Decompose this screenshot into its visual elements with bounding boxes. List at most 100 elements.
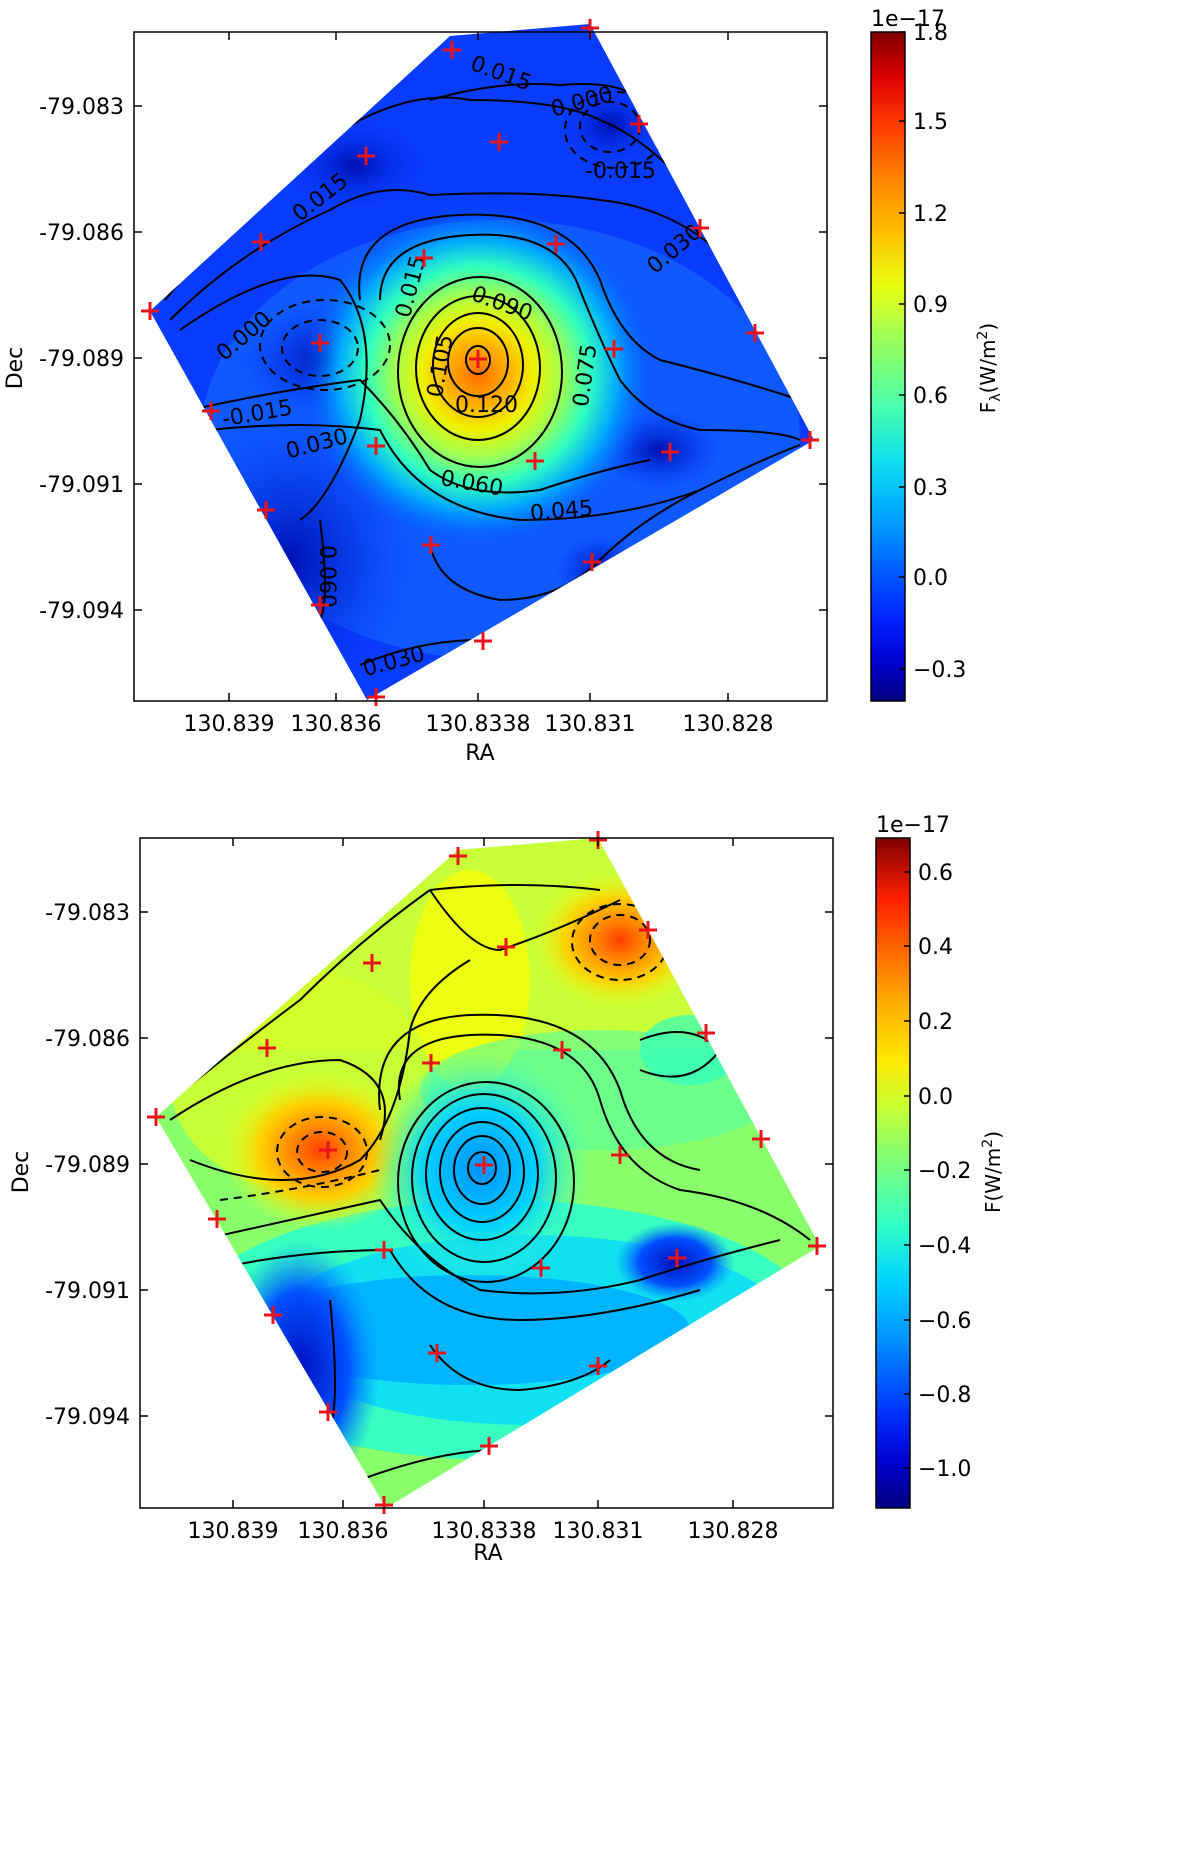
colorbar-tick-label: −0.8 [918, 1383, 971, 1408]
x-tick-label: 130.831 [545, 712, 636, 737]
x-tick-label: 130.8338 [432, 1519, 537, 1544]
x-tick-label: 130.828 [683, 712, 774, 737]
data-marker [661, 443, 679, 461]
colorbar-tick-label: 1.8 [913, 21, 948, 46]
panel-2-x-ticks: 130.839 130.836 130.8338 130.831 130.828 [188, 838, 779, 1544]
data-marker [639, 921, 657, 939]
data-marker [469, 350, 487, 368]
panel-1-colorbar-scale: 1e−17 [871, 7, 945, 32]
contour-label: -0.015 [585, 159, 656, 184]
panel-1-x-label: RA [465, 741, 494, 766]
data-marker [208, 1210, 226, 1228]
data-marker [375, 1241, 393, 1259]
data-marker [808, 1237, 826, 1255]
panel-2-x-label: RA [473, 1541, 502, 1566]
data-marker [697, 1024, 715, 1042]
panel-1: 0.015 0.000 -0.015 0.030 0.015 0.090 0.0… [3, 7, 1004, 766]
panel-2-colorbar-ticks: 0.6 0.4 0.2 0.0 −0.2 −0.4 −0.6 −0.8 −1.0 [904, 861, 971, 1482]
data-marker [630, 115, 648, 133]
data-marker [490, 133, 508, 151]
data-marker [583, 553, 601, 571]
data-marker [319, 1141, 337, 1159]
colorbar-tick-label: 0.2 [918, 1010, 953, 1035]
data-marker [428, 1344, 446, 1362]
colorbar-tick-label: −0.2 [918, 1159, 971, 1184]
panel-1-y-label: Dec [3, 347, 28, 390]
panel-2-colorbar-scale: 1e−17 [876, 813, 950, 838]
data-marker [363, 954, 381, 972]
panel-2-heatmap [156, 838, 820, 1508]
y-tick-label: -79.086 [45, 1027, 130, 1052]
data-marker [589, 1357, 607, 1375]
panel-2-y-ticks: -79.083 -79.086 -79.089 -79.091 -79.094 [45, 901, 833, 1430]
colorbar-tick-label: 0.0 [913, 566, 948, 591]
data-marker [311, 596, 329, 614]
x-tick-label: 130.839 [184, 712, 275, 737]
data-marker [422, 1054, 440, 1072]
data-marker [801, 431, 819, 449]
data-marker [367, 688, 385, 706]
data-marker [141, 302, 159, 320]
data-marker [252, 233, 270, 251]
data-marker [668, 1249, 686, 1267]
y-tick-label: -79.091 [45, 1279, 130, 1304]
data-marker [357, 147, 375, 165]
y-tick-label: -79.083 [45, 901, 130, 926]
panel-1-colorbar [870, 31, 906, 702]
colorbar-tick-label: 0.4 [918, 935, 953, 960]
panel-1-colorbar-ticks: 1.8 1.5 1.2 0.9 0.6 0.3 0.0 −0.3 [899, 21, 966, 683]
x-tick-label: 130.8338 [426, 712, 531, 737]
data-marker [691, 219, 709, 237]
colorbar-tick-label: −0.4 [918, 1234, 971, 1259]
panel-1-markers [141, 19, 819, 706]
data-marker [752, 1130, 770, 1148]
colorbar-tick-label: 0.9 [913, 293, 948, 318]
data-marker [147, 1108, 165, 1126]
contour-label: 0.120 [455, 393, 518, 418]
data-marker [375, 1496, 393, 1514]
x-tick-label: 130.839 [188, 1519, 279, 1544]
x-tick-label: 130.831 [553, 1519, 644, 1544]
y-tick-label: -79.094 [45, 1405, 130, 1430]
panel-2-colorbar-label: F(W/m2) [980, 1131, 1005, 1213]
panel-2: 130.839 130.836 130.8338 130.831 130.828 -79… [9, 813, 1005, 1566]
y-tick-label: -79.094 [39, 599, 124, 624]
data-marker [257, 501, 275, 519]
data-marker [553, 1041, 571, 1059]
colorbar-tick-label: 0.6 [913, 384, 948, 409]
data-marker [311, 334, 329, 352]
x-tick-label: 130.836 [298, 1519, 389, 1544]
colorbar-tick-label: 1.2 [913, 202, 948, 227]
colorbar-tick-label: −0.6 [918, 1309, 971, 1334]
data-marker [258, 1039, 276, 1057]
panel-1-x-ticks: 130.839 130.836 130.8338 130.831 130.828 [184, 32, 774, 737]
panel-2-colorbar [875, 837, 911, 1509]
x-tick-label: 130.828 [688, 1519, 779, 1544]
data-marker [319, 1403, 337, 1421]
data-marker [746, 324, 764, 342]
panel-2-markers [147, 831, 826, 1514]
panel-1-y-ticks: -79.083 -79.086 -79.089 -79.091 -79.094 [39, 95, 827, 624]
data-marker [547, 235, 565, 253]
y-tick-label: -79.086 [39, 221, 124, 246]
data-marker [449, 847, 467, 865]
panel-2-y-label: Dec [9, 1151, 34, 1194]
colorbar-tick-label: 1.5 [913, 110, 948, 135]
contour-label: 0.045 [529, 496, 594, 526]
x-tick-label: 130.836 [291, 712, 382, 737]
data-marker [422, 536, 440, 554]
data-marker [202, 402, 220, 420]
data-marker [497, 938, 515, 956]
data-marker [526, 452, 544, 470]
data-marker [611, 1146, 629, 1164]
colorbar-tick-label: −1.0 [918, 1457, 971, 1482]
data-marker [367, 437, 385, 455]
data-marker [264, 1306, 282, 1324]
colorbar-tick-label: −0.3 [913, 658, 966, 683]
data-marker [443, 41, 461, 59]
y-tick-label: -79.089 [39, 347, 124, 372]
data-marker [532, 1259, 550, 1277]
panel-1-colorbar-label: Fλ(W/m2) [975, 323, 1004, 413]
y-tick-label: -79.091 [39, 473, 124, 498]
